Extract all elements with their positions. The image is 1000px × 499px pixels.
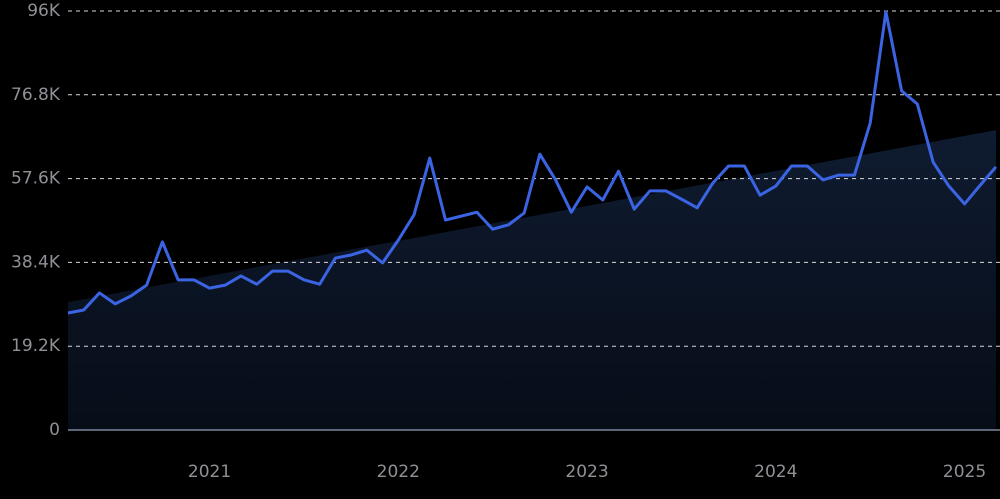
y-tick-label: 38.4K [11, 252, 61, 272]
y-tick-label: 0 [49, 420, 60, 440]
x-tick-label: 2022 [377, 462, 420, 482]
x-tick-label: 2023 [565, 462, 608, 482]
trend-area [68, 130, 996, 430]
y-tick-label: 19.2K [11, 336, 61, 356]
line [67, 10, 998, 315]
y-tick-label: 96K [27, 1, 61, 21]
x-tick-label: 2025 [943, 462, 986, 482]
x-tick-label: 2024 [754, 462, 797, 482]
y-tick-label: 76.8K [11, 85, 61, 105]
x-tick-label: 2021 [188, 462, 231, 482]
y-tick-label: 57.6K [11, 169, 61, 189]
